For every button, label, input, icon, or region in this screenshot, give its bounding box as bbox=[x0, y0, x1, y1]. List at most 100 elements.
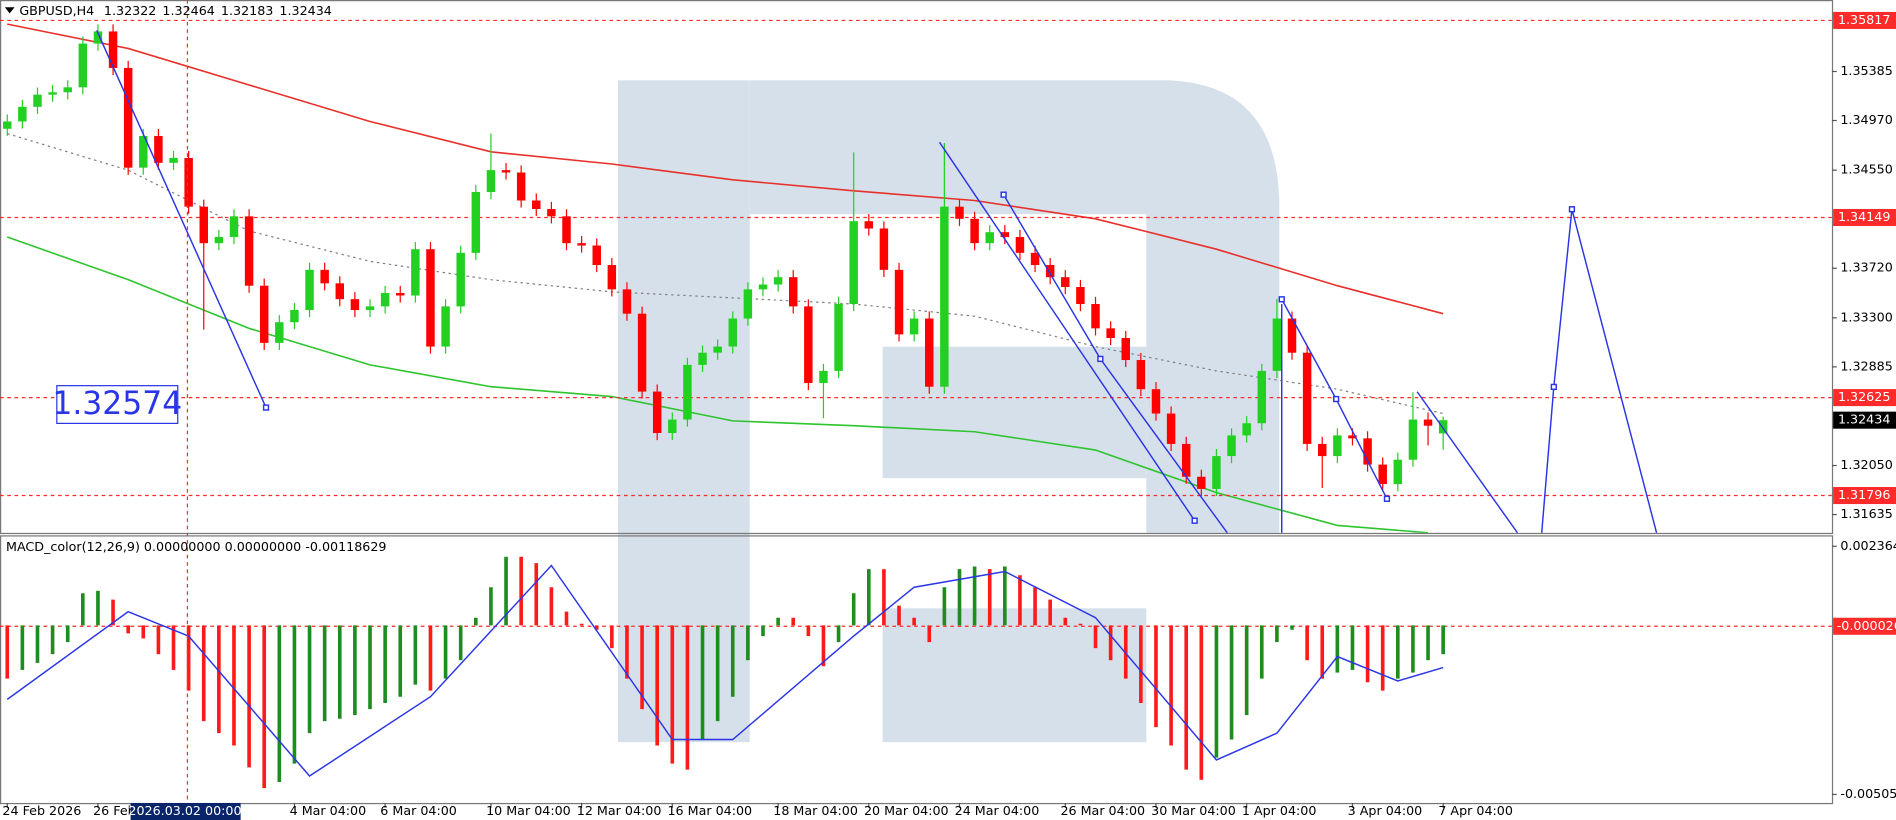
candle-body bbox=[33, 94, 42, 107]
candle-body bbox=[864, 221, 874, 229]
candle-body bbox=[532, 200, 541, 210]
candle-body bbox=[788, 277, 798, 307]
x-tick-label: 10 Mar 04:00 bbox=[486, 804, 571, 819]
anchor bbox=[262, 404, 270, 411]
anchor bbox=[1568, 206, 1576, 213]
candle-body bbox=[3, 121, 12, 129]
candle-body bbox=[426, 249, 435, 347]
anchor bbox=[1278, 296, 1285, 303]
candle-body bbox=[1318, 443, 1327, 457]
price-level-box bbox=[1833, 209, 1896, 227]
trend-line bbox=[1416, 391, 1519, 533]
x-tick-label: 20 Mar 04:00 bbox=[864, 804, 949, 819]
macd-panel bbox=[0, 556, 1832, 789]
candle-body bbox=[728, 318, 737, 347]
candle-body bbox=[169, 157, 178, 163]
menu-arrow[interactable] bbox=[4, 7, 15, 14]
candle-body bbox=[804, 306, 813, 384]
anchor bbox=[1097, 355, 1104, 363]
candle-body bbox=[1378, 464, 1387, 485]
candle-body bbox=[970, 218, 979, 244]
x-tick-label: 3 Apr 04:00 bbox=[1348, 804, 1423, 819]
candle-body bbox=[1257, 370, 1267, 424]
price-level-box bbox=[1833, 487, 1896, 505]
x-tick-label: 6 Mar 04:00 bbox=[380, 804, 457, 819]
candle-body bbox=[18, 106, 27, 122]
candle-body bbox=[773, 277, 783, 285]
candle-body bbox=[78, 43, 88, 88]
candle-body bbox=[63, 87, 72, 93]
candle-body bbox=[411, 249, 420, 296]
x-tick-label: 7 Apr 04:00 bbox=[1438, 804, 1513, 819]
candle-body bbox=[380, 293, 390, 307]
macd-level-label: -0.000026 bbox=[1837, 619, 1896, 634]
candle-body bbox=[93, 31, 103, 44]
price-level-label: 1.35817 bbox=[1838, 13, 1890, 28]
x-tick-label: 24 Feb 2026 bbox=[2, 804, 81, 819]
anchor bbox=[1333, 395, 1340, 403]
y-tick-label: 1.33720 bbox=[1840, 261, 1892, 276]
candle-body bbox=[683, 364, 692, 420]
candle-body bbox=[139, 135, 148, 168]
current-price-label: 1.32434 bbox=[1838, 413, 1890, 428]
main-panel-border bbox=[0, 0, 1834, 535]
chart-header: GBPUSD,H4 1.32322 1.32464 1.32183 1.32434 bbox=[19, 3, 332, 18]
x-tick-label: 18 Mar 04:00 bbox=[773, 804, 858, 819]
signal-line bbox=[6, 564, 1444, 777]
axes: 1.35385 1.34970 1.34550 1.33720 1.33300 1.328… bbox=[2, 64, 1896, 819]
candle-body bbox=[1438, 420, 1448, 434]
candle-body bbox=[1197, 476, 1206, 489]
candle-body bbox=[1393, 459, 1403, 485]
x-tick-label: 16 Mar 04:00 bbox=[667, 804, 752, 819]
y-tick-label: 1.32050 bbox=[1840, 458, 1892, 473]
candle-body bbox=[713, 346, 722, 353]
candle-body bbox=[305, 269, 314, 311]
candle-body bbox=[1348, 435, 1357, 439]
close-price: 1.32434 bbox=[279, 3, 331, 18]
candle-body bbox=[1287, 318, 1297, 353]
y-tick-label: 1.35385 bbox=[1840, 64, 1892, 79]
anchor-points bbox=[262, 191, 1576, 524]
anchor bbox=[1383, 495, 1391, 502]
candle-body bbox=[562, 216, 571, 244]
candle-body bbox=[1227, 435, 1236, 457]
annotation-box bbox=[56, 385, 179, 424]
y-tick-label: 1.34550 bbox=[1840, 163, 1892, 178]
candle-body bbox=[1091, 304, 1100, 329]
candle-body bbox=[154, 135, 163, 163]
candle-body bbox=[1302, 352, 1312, 444]
candle-body bbox=[592, 245, 601, 266]
candle-body bbox=[1061, 277, 1070, 287]
candle-body bbox=[108, 31, 118, 68]
candle-body bbox=[184, 157, 193, 207]
candle-body bbox=[199, 206, 208, 244]
candle-body bbox=[758, 284, 768, 290]
watermark-bar bbox=[882, 346, 1147, 479]
anchor bbox=[1550, 383, 1557, 391]
candle-body bbox=[275, 322, 284, 343]
symbol: GBPUSD,H4 bbox=[19, 3, 94, 18]
candle-body bbox=[834, 304, 843, 371]
x-tick-label: 4 Mar 04:00 bbox=[290, 804, 367, 819]
price-level-label: 1.32625 bbox=[1838, 390, 1890, 405]
candle-body bbox=[1408, 419, 1418, 460]
candle-body bbox=[577, 243, 586, 246]
candle-body bbox=[819, 370, 828, 384]
macd-panel-border bbox=[0, 535, 1834, 805]
candle-body bbox=[925, 318, 934, 387]
low-price: 1.32183 bbox=[221, 3, 273, 18]
candle-body bbox=[441, 306, 450, 347]
candle-body bbox=[1045, 265, 1055, 278]
candle-body bbox=[894, 269, 904, 335]
anchor bbox=[1191, 517, 1198, 524]
y-tick-label: -0.0050508 bbox=[1840, 787, 1896, 802]
candle-body bbox=[637, 313, 647, 392]
x-tick-label: 24 Mar 04:00 bbox=[955, 804, 1040, 819]
current-price-box bbox=[1833, 411, 1896, 429]
candle-body bbox=[698, 352, 707, 365]
y-tick-label: 1.32885 bbox=[1840, 359, 1892, 374]
trend-line bbox=[96, 30, 267, 408]
candle-body bbox=[1212, 456, 1221, 489]
candle-body bbox=[849, 221, 858, 305]
candle-body bbox=[622, 289, 632, 314]
